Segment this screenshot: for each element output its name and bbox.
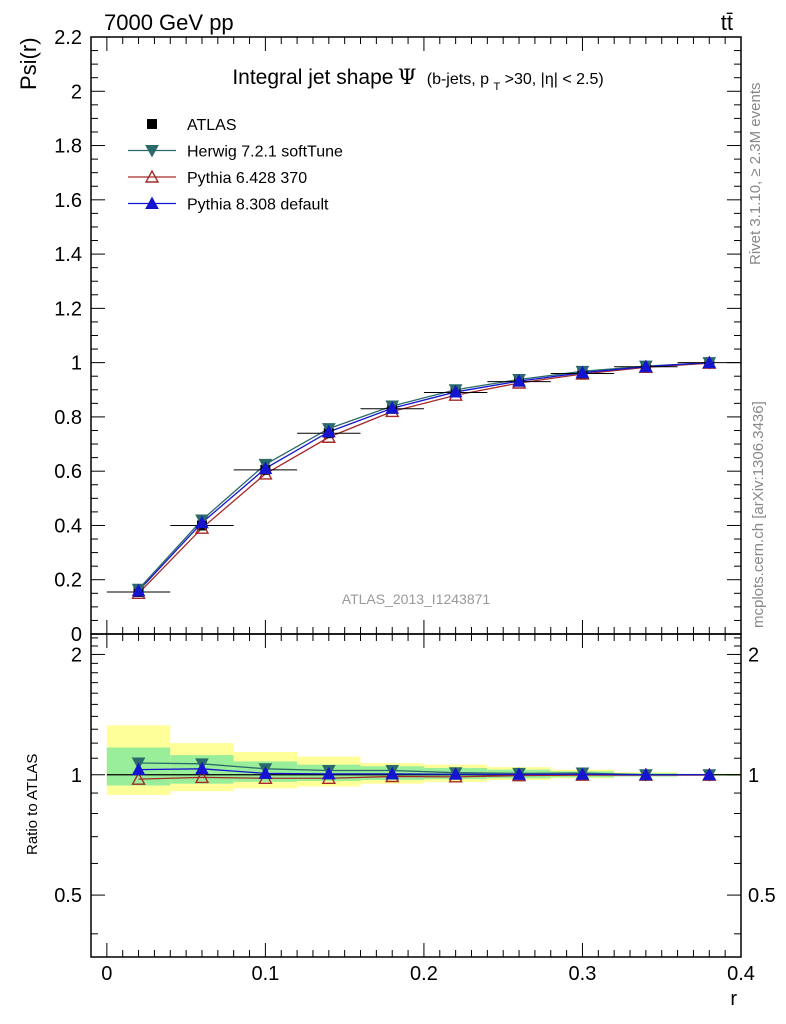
ratio-point: [512, 767, 526, 780]
ratio-point: [448, 767, 463, 780]
data-point: [639, 359, 653, 373]
series-line: [138, 361, 710, 592]
ratio-point: [195, 761, 209, 775]
x-axis-title: r: [730, 988, 737, 1010]
data-point: [575, 365, 590, 379]
ratio-point: [385, 766, 400, 780]
chart-title-detail: (b-jets, p: [427, 71, 489, 88]
chart-title-main: Integral jet shape: [232, 66, 393, 89]
y-tick-label: 1.8: [54, 136, 82, 158]
ratio-point: [131, 762, 146, 776]
chart-title-sub: T: [493, 81, 500, 93]
legend-label: Pythia 8.308 default: [187, 197, 329, 214]
y-tick-label: 0.2: [54, 570, 82, 592]
data-point: [258, 461, 273, 474]
ratio-y-tick-label: 0.5: [54, 885, 82, 907]
data-point: [385, 401, 400, 414]
x-tick-label: 0: [101, 963, 112, 985]
ratio-point: [575, 767, 590, 780]
chart-title-psi: Ψ: [398, 65, 416, 89]
y-tick-label: 2: [71, 81, 82, 103]
y-tick-label: 0.4: [54, 515, 82, 537]
ratio-point: [131, 771, 146, 785]
ratio-series-line: [138, 768, 710, 776]
header-left: 7000 GeV pp: [104, 10, 234, 35]
chart-title: Integral jet shape Ψ (b-jets, p T >30, |…: [232, 65, 603, 94]
ratio-y-tick-label: 2: [71, 644, 82, 666]
ratio-point: [639, 767, 653, 781]
ratio-point: [194, 769, 210, 784]
mcplots-label: mcplots.cern.ch [arXiv:1306.3436]: [750, 401, 767, 628]
y-tick-label: 2.2: [54, 27, 82, 49]
legend-marker: [145, 145, 159, 158]
header-right: tt̄: [721, 10, 733, 35]
ratio-y-axis-title: Ratio to ATLAS: [24, 754, 41, 855]
ratio-y-tick-label-right: 1: [748, 765, 759, 787]
data-point: [512, 374, 526, 387]
data-point: [321, 424, 336, 438]
x-tick-label: 0.2: [410, 963, 438, 985]
legend-label: Pythia 6.428 370: [187, 170, 307, 187]
ratio-y-tick-label-right: 0.5: [748, 885, 776, 907]
legend-marker: [145, 196, 159, 209]
legend-label: Herwig 7.2.1 softTune: [187, 144, 343, 161]
analysis-watermark: ATLAS_2013_I1243871: [342, 591, 491, 607]
legend-marker: [144, 169, 160, 183]
ratio-point: [702, 767, 717, 781]
x-tick-label: 0.4: [727, 963, 755, 985]
ratio-point: [321, 766, 336, 780]
x-tick-label: 0.1: [251, 963, 279, 985]
y-tick-label: 0.6: [54, 461, 82, 483]
series-line: [138, 361, 710, 590]
y-tick-label: 0: [71, 624, 82, 646]
x-tick-label: 0.3: [569, 963, 597, 985]
legend-marker: [147, 119, 157, 129]
y-tick-label: 1: [71, 353, 82, 375]
ratio-plot-frame: [90, 633, 742, 958]
ratio-y-tick-label: 1: [71, 765, 82, 787]
legend-label: ATLAS: [187, 117, 237, 134]
y-tick-label: 1.4: [54, 244, 82, 266]
data-point: [131, 583, 146, 597]
rivet-label: Rivet 3.1.10, ≥ 2.3M events: [747, 83, 764, 266]
y-tick-label: 0.8: [54, 407, 82, 429]
ratio-point: [258, 766, 273, 779]
series-line: [138, 362, 710, 594]
y-axis-title: Psi(r): [16, 37, 41, 90]
ratio-y-tick-label-right: 2: [748, 644, 759, 666]
data-point: [195, 515, 209, 529]
y-tick-label: 1.2: [54, 298, 82, 320]
chart-title-detail-suffix: >30, |η| < 2.5): [505, 71, 604, 88]
data-point: [448, 384, 463, 398]
y-tick-label: 1.6: [54, 190, 82, 212]
data-point: [702, 355, 717, 369]
